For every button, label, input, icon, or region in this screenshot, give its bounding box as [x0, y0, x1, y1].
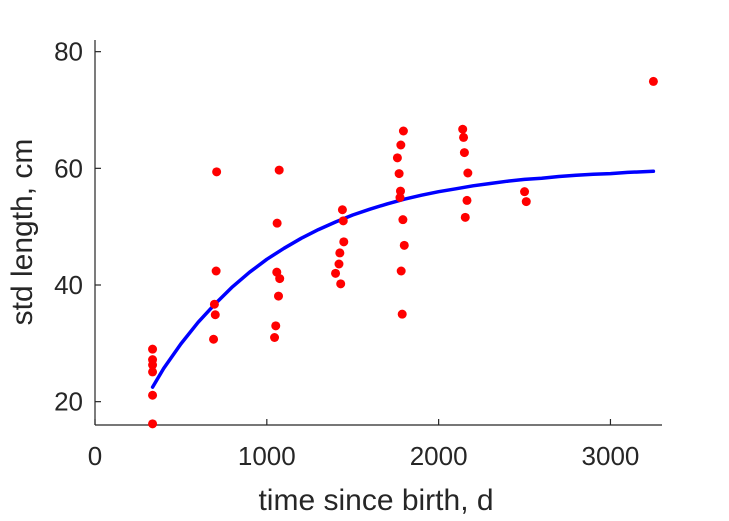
data-point [336, 279, 346, 289]
data-point [459, 132, 469, 142]
data-point [275, 274, 285, 284]
data-point [458, 124, 468, 134]
data-points-layer [148, 76, 658, 429]
data-point [399, 240, 409, 250]
data-point [648, 76, 658, 86]
data-point [337, 205, 347, 215]
fit-curve [150, 169, 656, 389]
data-point [334, 259, 344, 269]
data-point [339, 237, 349, 247]
y-tick-label: 80 [54, 37, 83, 67]
data-point [331, 268, 341, 278]
data-point [463, 168, 473, 178]
data-point [520, 187, 530, 197]
data-point [148, 360, 158, 370]
data-point [148, 344, 158, 354]
x-tick-label: 2000 [410, 441, 468, 471]
y-axis-label: std length, cm [6, 139, 39, 326]
axes: 0 1000 2000 3000 20 40 60 80 [54, 37, 662, 471]
data-point [274, 165, 284, 175]
data-point [271, 321, 281, 331]
data-point [396, 266, 406, 276]
x-axis-label: time since birth, d [258, 484, 493, 517]
data-point [395, 193, 405, 202]
data-point [394, 169, 404, 179]
data-point [398, 126, 408, 136]
data-point [396, 140, 406, 150]
y-tick-label: 20 [54, 387, 83, 417]
data-point [338, 216, 348, 226]
data-point [209, 299, 219, 309]
data-point [392, 153, 402, 163]
data-point [148, 419, 158, 429]
data-point [270, 333, 280, 342]
fit-curve-layer [150, 169, 656, 389]
data-point [395, 186, 405, 196]
data-point [397, 309, 407, 319]
data-point [460, 212, 470, 222]
y-tick-label: 60 [54, 153, 83, 183]
data-point [209, 334, 219, 344]
data-point [148, 367, 158, 377]
y-tick-label: 40 [54, 270, 83, 300]
x-tick-label: 0 [88, 441, 102, 471]
data-point [274, 291, 284, 301]
x-tick-label: 1000 [238, 441, 296, 471]
data-point [210, 310, 220, 320]
data-point [148, 390, 158, 400]
data-point [335, 248, 345, 258]
data-point [212, 167, 222, 177]
data-point [462, 195, 472, 205]
data-point [272, 218, 282, 228]
data-point [398, 215, 408, 225]
data-point [211, 266, 221, 276]
data-point [521, 197, 531, 207]
x-tick-label: 3000 [582, 441, 640, 471]
data-point [459, 148, 469, 158]
